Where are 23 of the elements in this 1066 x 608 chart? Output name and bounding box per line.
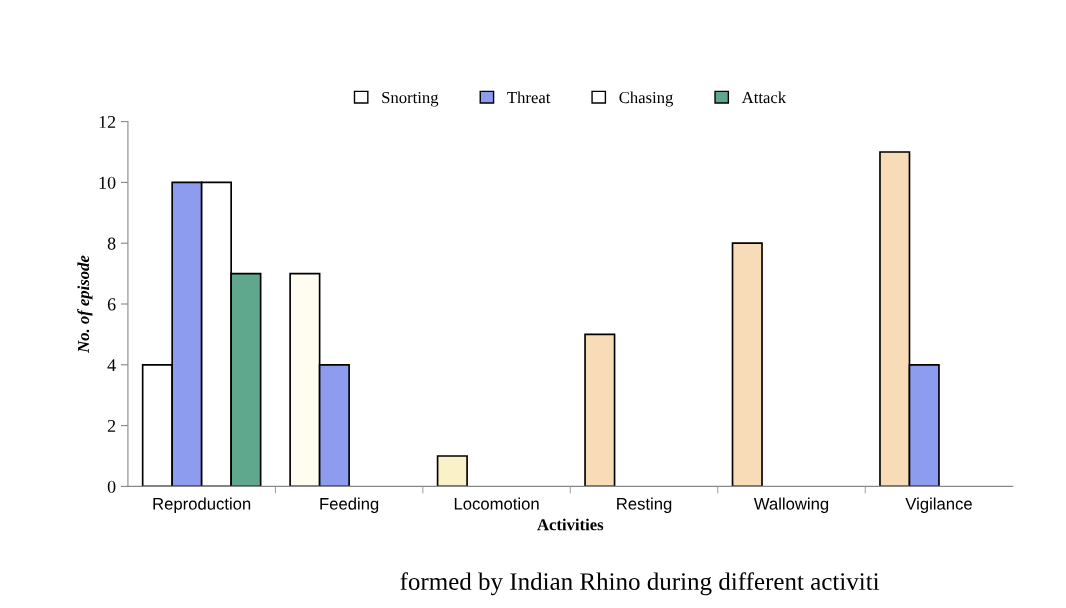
y-tick-label: 8 — [107, 237, 116, 250]
x-tick-label: Feeding — [320, 497, 379, 514]
y-tick-label: 10 — [99, 176, 116, 189]
bar — [584, 333, 616, 487]
x-tick-label: Resting — [617, 497, 672, 514]
x-tick-label: Vigilance — [905, 497, 972, 514]
legend-label: Chasing — [619, 91, 674, 107]
y-tick-label: 4 — [107, 359, 116, 372]
y-tick-label: 2 — [107, 419, 116, 432]
y-tick-label: 6 — [107, 298, 116, 311]
bar — [731, 242, 763, 487]
y-axis-title: No. of episode — [77, 255, 93, 353]
x-tick-label: Reproduction — [153, 497, 251, 514]
y-tick-label: 12 — [99, 115, 116, 128]
legend-label: Snorting — [382, 91, 439, 107]
y-tick-label: 0 — [107, 480, 116, 493]
x-tick-label: Wallowing — [753, 497, 829, 514]
text: formed by Indian Rhino during different activiti — [400, 572, 880, 596]
legend-label: Threat — [507, 91, 551, 104]
x-axis-title: Activities — [537, 518, 604, 531]
x-tick-label: Locomotion — [454, 497, 539, 510]
bar — [436, 455, 468, 487]
legend-label: Attack — [741, 91, 787, 104]
